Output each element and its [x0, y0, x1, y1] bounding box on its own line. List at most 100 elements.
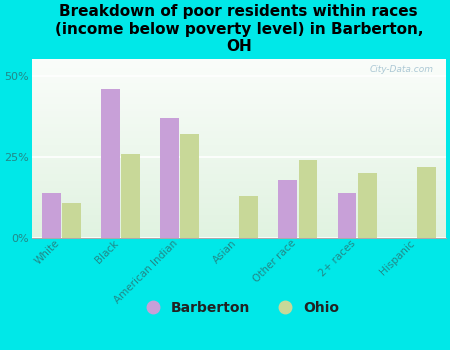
Bar: [32, 113, 446, 115]
Bar: [32, 90, 446, 91]
Bar: [32, 81, 446, 83]
Bar: [32, 131, 446, 133]
Bar: [32, 235, 446, 237]
Bar: [32, 215, 446, 217]
Bar: [32, 199, 446, 201]
Bar: [32, 195, 446, 197]
Bar: [32, 115, 446, 117]
Bar: [32, 75, 446, 77]
Bar: [32, 150, 446, 152]
Bar: [32, 93, 446, 95]
Bar: [32, 172, 446, 174]
Bar: [32, 142, 446, 143]
Bar: [160, 118, 179, 238]
Bar: [32, 176, 446, 177]
Bar: [32, 170, 446, 172]
Bar: [32, 197, 446, 199]
Bar: [32, 104, 446, 106]
Bar: [32, 61, 446, 63]
Bar: [32, 219, 446, 220]
Bar: [32, 149, 446, 150]
Bar: [32, 179, 446, 181]
Bar: [32, 158, 446, 160]
Bar: [32, 97, 446, 99]
Bar: [32, 174, 446, 176]
Bar: [32, 184, 446, 187]
Bar: [32, 211, 446, 213]
Bar: [32, 144, 446, 145]
Bar: [32, 102, 446, 104]
Bar: [32, 72, 446, 74]
Bar: [32, 99, 446, 100]
Bar: [32, 192, 446, 194]
Bar: [32, 201, 446, 203]
Bar: [32, 59, 446, 61]
Bar: [32, 194, 446, 195]
Bar: [32, 177, 446, 179]
Bar: [32, 233, 446, 235]
Bar: [32, 190, 446, 192]
Bar: [32, 181, 446, 183]
Bar: [338, 193, 356, 238]
Bar: [32, 74, 446, 75]
Bar: [32, 126, 446, 127]
Bar: [32, 129, 446, 131]
Bar: [32, 108, 446, 110]
Bar: [32, 88, 446, 90]
Bar: [32, 124, 446, 126]
Bar: [32, 100, 446, 102]
Bar: [32, 68, 446, 70]
Bar: [32, 183, 446, 184]
Bar: [32, 210, 446, 211]
Bar: [32, 161, 446, 163]
Bar: [32, 133, 446, 134]
Bar: [32, 106, 446, 108]
Bar: [239, 196, 258, 238]
Bar: [32, 84, 446, 86]
Bar: [32, 229, 446, 231]
Bar: [32, 63, 446, 65]
Bar: [32, 222, 446, 224]
Bar: [42, 193, 61, 238]
Bar: [279, 180, 297, 238]
Bar: [32, 217, 446, 219]
Bar: [180, 134, 199, 238]
Bar: [32, 154, 446, 156]
Bar: [32, 231, 446, 233]
Bar: [121, 154, 140, 238]
Bar: [32, 91, 446, 93]
Bar: [32, 152, 446, 154]
Bar: [32, 79, 446, 81]
Bar: [32, 167, 446, 168]
Bar: [32, 66, 446, 68]
Bar: [32, 208, 446, 210]
Bar: [32, 188, 446, 190]
Bar: [32, 147, 446, 149]
Bar: [358, 173, 377, 238]
Bar: [32, 122, 446, 124]
Bar: [32, 140, 446, 142]
Bar: [32, 110, 446, 111]
Legend: Barberton, Ohio: Barberton, Ohio: [133, 295, 344, 321]
Bar: [32, 118, 446, 120]
Bar: [32, 206, 446, 208]
Bar: [32, 203, 446, 204]
Bar: [32, 120, 446, 122]
Bar: [32, 65, 446, 66]
Bar: [32, 213, 446, 215]
Bar: [298, 160, 317, 238]
Bar: [32, 95, 446, 97]
Bar: [32, 136, 446, 138]
Bar: [32, 220, 446, 222]
Bar: [101, 89, 120, 238]
Bar: [32, 168, 446, 170]
Bar: [32, 70, 446, 72]
Bar: [32, 226, 446, 228]
Bar: [32, 237, 446, 238]
Bar: [32, 83, 446, 84]
Bar: [62, 203, 81, 238]
Bar: [32, 134, 446, 136]
Bar: [32, 145, 446, 147]
Bar: [32, 165, 446, 167]
Bar: [32, 138, 446, 140]
